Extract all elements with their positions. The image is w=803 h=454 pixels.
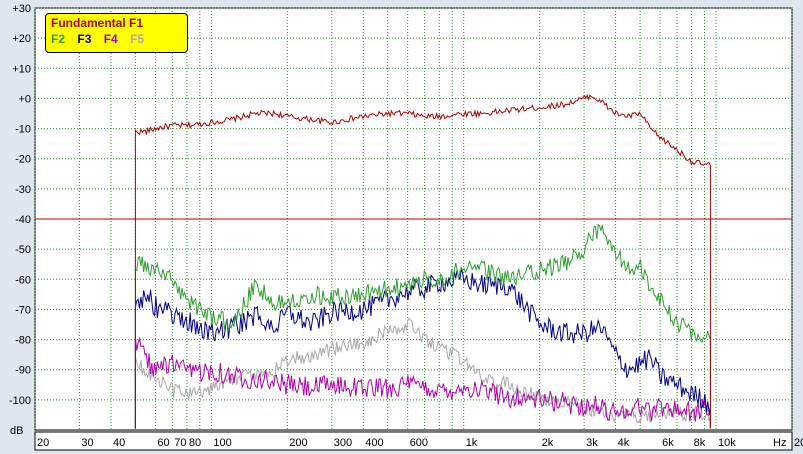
x-tick-label: 2k <box>542 437 554 449</box>
x-axis-strip <box>34 431 793 451</box>
x-unit-label: Hz <box>773 437 786 449</box>
legend-entry-f5: F5 <box>130 32 145 46</box>
x-tick-label: 4k <box>618 437 630 449</box>
series-line-f1 <box>134 93 711 429</box>
y-tick-label: +10 <box>12 63 31 75</box>
series-line-f3 <box>134 268 711 429</box>
y-tick-label: -100 <box>9 395 31 407</box>
y-tick-label: +20 <box>12 33 31 45</box>
y-unit-label: dB <box>10 425 23 437</box>
y-tick-label: -10 <box>15 124 31 136</box>
y-tick-labels: +30 +20 +10 +0 -10 -20 -30 -40 -50 -60 -70 -80 -90 -1… <box>9 3 31 407</box>
x-tick-label: 30 <box>81 437 93 449</box>
y-tick-label: -40 <box>15 214 31 226</box>
legend-entry-f4: F4 <box>103 32 118 46</box>
x-tick-label: 1k <box>466 437 478 449</box>
x-tick-label: 3k <box>586 437 598 449</box>
x-tick-label: 80 <box>189 437 201 449</box>
y-unit-box <box>3 419 32 437</box>
legend-entry-f2: F2 <box>51 32 66 46</box>
x-tick-label: 20 <box>37 437 49 449</box>
x-tick-label: 200 <box>289 437 307 449</box>
y-tick-label: -20 <box>15 154 31 166</box>
x-tick-label: 300 <box>334 437 352 449</box>
x-tick-label: 100 <box>213 437 231 449</box>
x-tick-labels: 20 30 40 60 70 80 100 200 300 400 600 1k 2k 3k 4k 6k 8k 1… <box>37 437 803 449</box>
y-tick-label: -50 <box>15 244 31 256</box>
x-tick-label: 600 <box>410 437 428 449</box>
y-tick-label: +30 <box>12 3 31 15</box>
y-tick-label: -80 <box>15 335 31 347</box>
x-tick-label: 8k <box>694 437 706 449</box>
y-tick-label: +0 <box>18 93 31 105</box>
x-tick-label: 20k <box>794 437 803 449</box>
series-line-f4 <box>134 336 711 429</box>
y-tick-label: -60 <box>15 274 31 286</box>
legend: Fundamental F1 F2 F3 F4 F5 <box>45 13 188 53</box>
x-tick-label: 6k <box>662 437 674 449</box>
x-tick-label: 40 <box>113 437 125 449</box>
y-tick-label: -30 <box>15 184 31 196</box>
x-tick-label: 400 <box>365 437 383 449</box>
legend-row: F2 F3 F4 F5 <box>51 31 182 47</box>
legend-entry-f1: Fundamental F1 <box>51 16 144 30</box>
y-tick-label: -70 <box>15 304 31 316</box>
legend-title: Fundamental F1 <box>51 15 182 31</box>
x-tick-label: 10k <box>718 437 736 449</box>
x-tick-label: 60 <box>157 437 169 449</box>
x-tick-label: 70 <box>174 437 186 449</box>
series-layer <box>134 93 711 429</box>
y-tick-label: -90 <box>15 365 31 377</box>
legend-entry-f3: F3 <box>77 32 92 46</box>
series-line-f2 <box>134 223 711 429</box>
